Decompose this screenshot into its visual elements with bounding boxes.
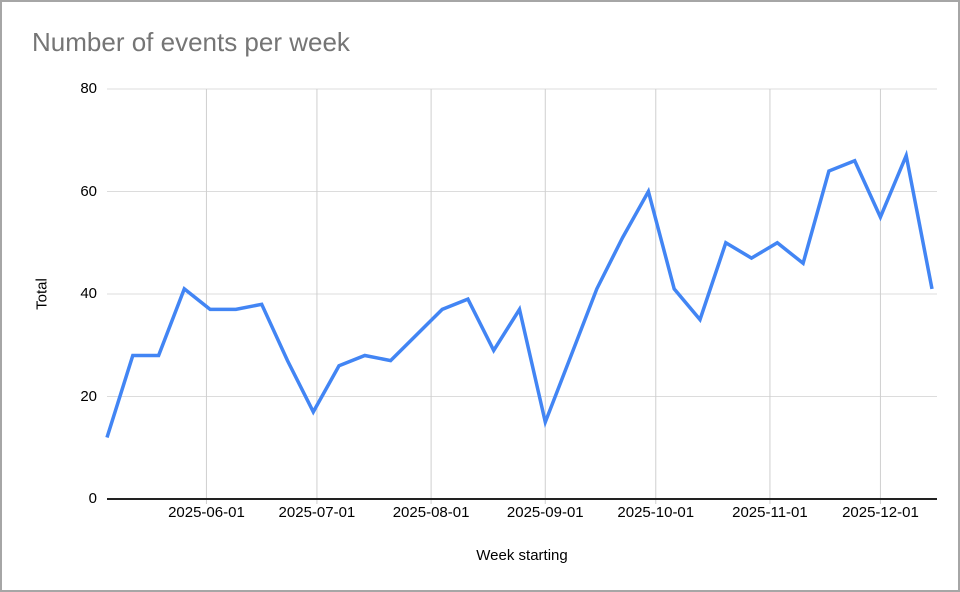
x-tick-label: 2025-11-01	[732, 504, 808, 521]
y-tick-label: 20	[80, 387, 97, 405]
x-tick-label: 2025-09-01	[506, 504, 584, 521]
chart-title: Number of events per week	[32, 27, 350, 57]
x-tick-label: 2025-10-01	[617, 504, 695, 521]
y-tick-label: 80	[80, 80, 97, 97]
x-tick-label: 2025-08-01	[392, 504, 470, 521]
x-tick-label: 2025-12-01	[842, 504, 919, 521]
events-series-line	[105, 149, 934, 439]
x-tick-label: 2025-06-01	[168, 504, 245, 521]
y-tick-label: 0	[88, 490, 97, 507]
y-tick-label: 40	[80, 285, 97, 302]
y-tick-label: 60	[80, 182, 97, 200]
x-axis-title: Week starting	[476, 547, 568, 564]
x-tick-label: 2025-07-01	[278, 504, 356, 521]
